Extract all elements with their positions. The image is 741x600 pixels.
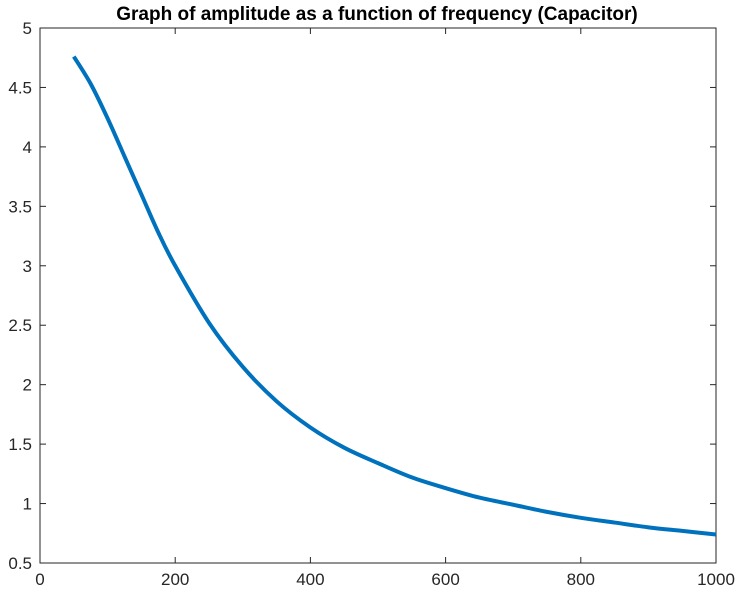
y-tick-label: 3 <box>23 257 32 276</box>
axis-ticks: 0 200 400 600 800 1000 0.5 1 1.5 2 2.5 3 3.5 4 4.5 5 <box>8 19 735 589</box>
x-tick-label: 200 <box>161 570 189 589</box>
series-layer <box>72 55 717 537</box>
y-tick-label: 5 <box>23 19 32 38</box>
y-tick-label: 1.5 <box>8 435 32 454</box>
x-tick-label: 800 <box>567 570 595 589</box>
x-tick-label: 400 <box>296 570 324 589</box>
y-tick-label: 1 <box>23 495 32 514</box>
chart-title: Graph of amplitude as a function of freq… <box>116 4 638 25</box>
x-tick-label: 1000 <box>697 570 735 589</box>
y-tick-label: 3.5 <box>8 197 32 216</box>
y-tick-label: 2 <box>23 376 32 395</box>
y-tick-label: 4 <box>23 138 32 157</box>
plot-area <box>39 27 717 564</box>
y-tick-label: 2.5 <box>8 316 32 335</box>
series-line-0 <box>72 55 717 537</box>
y-tick-label: 0.5 <box>8 554 32 573</box>
y-tick-label: 4.5 <box>8 78 32 97</box>
x-tick-label: 0 <box>35 570 44 589</box>
x-tick-label: 600 <box>431 570 459 589</box>
